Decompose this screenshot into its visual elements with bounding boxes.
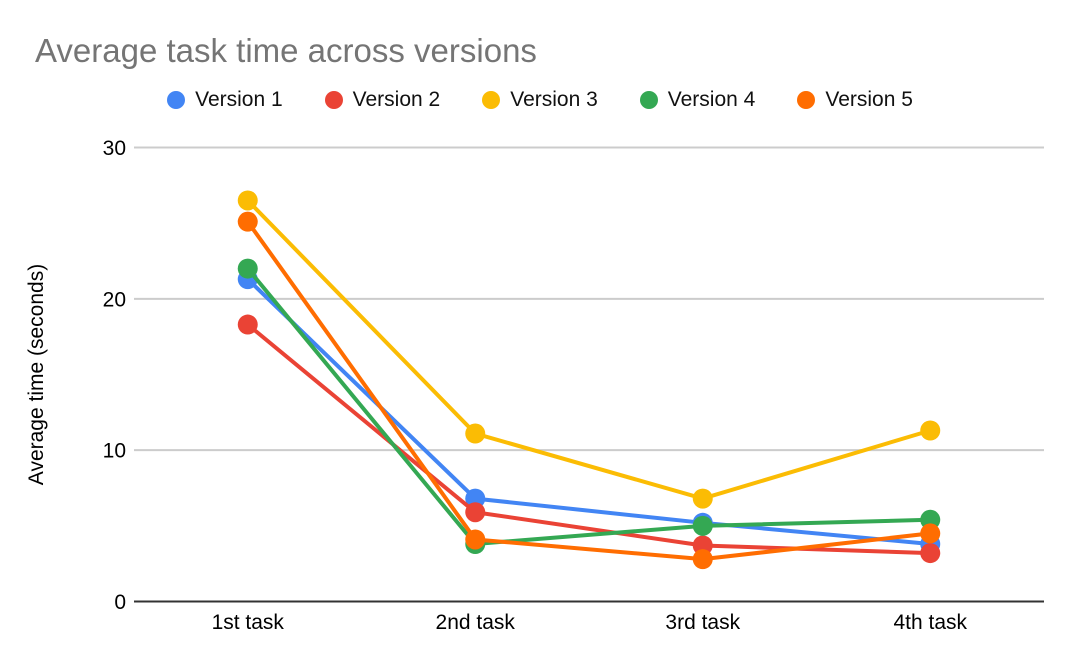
legend-swatch-icon-version-2	[324, 91, 343, 109]
data-point-version-4-1st-task	[237, 258, 258, 279]
data-point-version-5-2nd-task	[465, 529, 486, 550]
data-point-version-3-2nd-task	[465, 423, 486, 444]
series-line-version-2	[245, 322, 933, 556]
legend-swatch-icon-version-1	[167, 91, 186, 109]
data-point-version-2-4th-task	[920, 543, 941, 564]
y-axis-title: Average time (seconds)	[25, 264, 48, 485]
legend-item-version-5: Version 5	[797, 88, 913, 112]
y-tick-label-0: 0	[114, 591, 126, 614]
series-line-version-4	[245, 266, 933, 546]
x-axis-label-1st-task: 1st task	[212, 611, 285, 634]
data-point-version-4-3rd-task	[692, 515, 713, 536]
legend-label: Version 4	[667, 88, 756, 111]
legend-label: Version 5	[825, 88, 913, 111]
series-line-version-3	[245, 198, 933, 501]
data-point-version-5-1st-task	[237, 211, 258, 232]
legend-swatch-icon-version-3	[482, 91, 501, 109]
chart-legend: Version 1 Version 2 Version 3 Version 4 Vers…	[0, 88, 1080, 112]
data-point-version-5-4th-task	[920, 523, 941, 544]
x-axis-label-2nd-task: 2nd task	[436, 611, 516, 634]
chart-title: Average task time across versions	[35, 32, 537, 69]
legend-item-version-1: Version 1	[167, 88, 283, 112]
legend-item-version-3: Version 3	[482, 88, 598, 112]
x-axis-label-3rd-task: 3rd task	[665, 611, 740, 634]
legend-item-version-4: Version 4	[639, 88, 756, 112]
x-axis-label-4th-task: 4th task	[893, 611, 967, 634]
data-point-version-3-1st-task	[237, 190, 258, 211]
data-point-version-5-3rd-task	[692, 549, 713, 570]
data-point-version-3-3rd-task	[692, 488, 713, 509]
legend-swatch-icon-version-4	[639, 91, 658, 109]
y-tick-label-10: 10	[103, 440, 126, 463]
y-tick-label-20: 20	[103, 288, 126, 311]
data-point-version-2-1st-task	[237, 314, 258, 335]
legend-label: Version 3	[510, 88, 598, 111]
legend-swatch-icon-version-5	[797, 91, 816, 109]
legend-item-version-2: Version 2	[324, 88, 441, 112]
legend-label: Version 2	[352, 88, 441, 111]
series-line-version-1	[245, 277, 933, 546]
y-tick-label-30: 30	[103, 137, 126, 160]
series-line-version-5	[245, 219, 933, 562]
data-point-version-3-4th-task	[920, 420, 941, 441]
legend-label: Version 1	[195, 88, 283, 111]
data-point-version-2-2nd-task	[465, 502, 486, 523]
